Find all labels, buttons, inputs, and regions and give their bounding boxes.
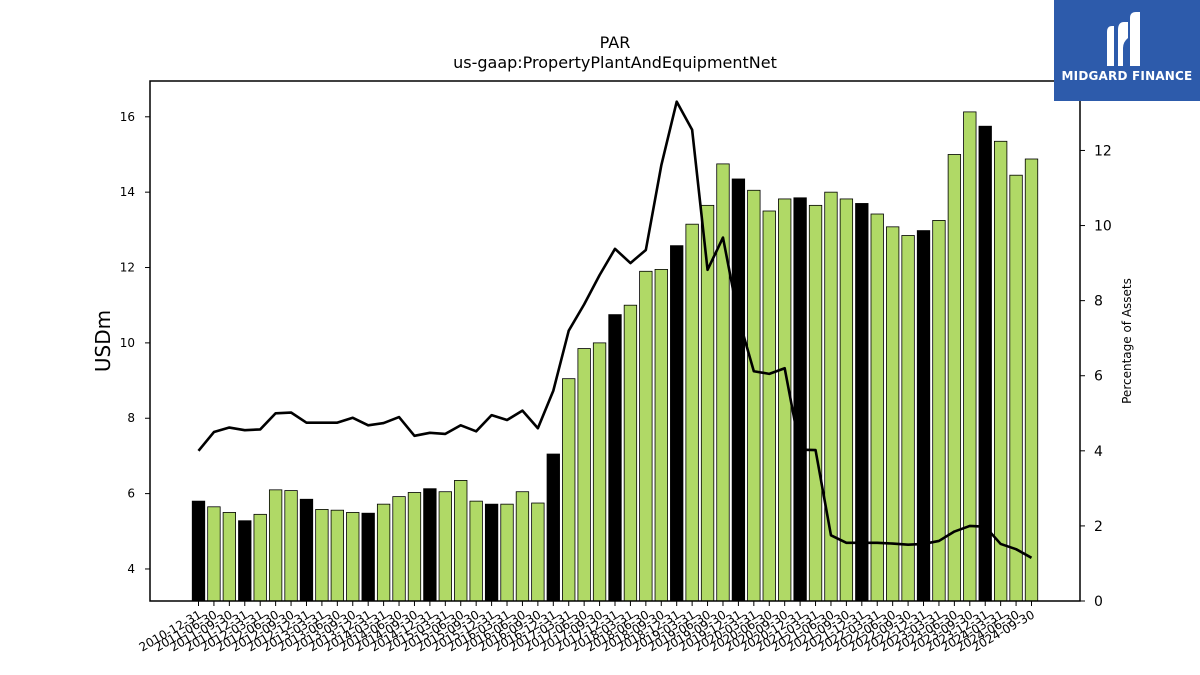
bar-2019-12-31 (731, 178, 746, 602)
bar-2011-06-30 (207, 506, 221, 602)
bar-group (191, 111, 1039, 602)
midgard-finance-logo: MIDGARD FINANCE (1054, 0, 1200, 101)
y2-tick-label-10: 10 (1094, 219, 1112, 235)
bar-2018-12-31 (670, 245, 684, 602)
bar-2019-03-31 (685, 223, 699, 602)
bar-2014-09-30 (407, 492, 422, 602)
line-group (197, 100, 1033, 559)
y2-tick-label-4: 4 (1094, 444, 1103, 460)
bar-2020-03-31 (747, 189, 761, 602)
bar-2024-06-30 (1009, 174, 1023, 602)
bar-2022-09-30 (901, 235, 915, 602)
bar-2017-12-31 (608, 314, 622, 602)
bar-2012-12-31 (299, 498, 314, 602)
bar-2018-06-30 (639, 270, 653, 602)
bar-2020-09-30 (778, 198, 792, 602)
bar-2017-03-31 (562, 378, 576, 602)
pct-assets-line (197, 100, 1033, 559)
bar-2015-09-30 (469, 500, 483, 602)
chart-subtitle: us-gaap:PropertyPlantAndEquipmentNet (453, 53, 777, 72)
bar-2013-09-30 (346, 512, 360, 602)
bar-2017-09-30 (592, 342, 607, 602)
bar-2020-12-31 (793, 197, 807, 602)
x-axis: 2010-12-312011-06-302011-09-302011-12-31… (137, 601, 1037, 654)
y2-tick-label-0: 0 (1094, 594, 1103, 610)
bar-2015-03-31 (438, 491, 452, 602)
y2-tick-label-12: 12 (1094, 143, 1112, 159)
y2-axis-label: Percentage of Assets (1120, 278, 1134, 404)
bar-2013-06-30 (330, 509, 344, 602)
bar-2016-03-31 (500, 503, 514, 602)
y-tick-label-10: 10 (120, 336, 135, 350)
bar-2015-12-31 (484, 503, 499, 602)
logo-text: MIDGARD FINANCE (1061, 69, 1193, 83)
bar-2018-03-31 (623, 304, 638, 602)
bar-2018-09-30 (654, 269, 668, 602)
y-tick-label-16: 16 (120, 110, 135, 124)
midgard-m-icon (1107, 12, 1140, 66)
bar-2012-09-30 (284, 490, 298, 602)
bar-2013-03-31 (315, 509, 329, 602)
bar-2021-12-31 (855, 203, 869, 602)
bar-2017-06-30 (577, 348, 591, 602)
bar-2014-12-31 (423, 488, 437, 602)
bar-2024-09-30 (1024, 158, 1039, 602)
y-tick-label-12: 12 (120, 261, 135, 275)
bar-2023-03-31 (932, 220, 946, 602)
bar-2021-06-30 (824, 191, 838, 602)
bar-2013-12-31 (361, 512, 375, 602)
y2-tick-label-2: 2 (1094, 519, 1103, 535)
y-tick-label-8: 8 (127, 411, 135, 425)
bar-2014-03-31 (376, 503, 391, 602)
bar-2021-03-31 (808, 204, 823, 602)
y2-tick-label-8: 8 (1094, 294, 1103, 310)
bar-2020-06-30 (762, 210, 776, 602)
y-tick-label-4: 4 (127, 562, 135, 576)
bar-2010-12-31 (191, 500, 206, 602)
bar-2016-12-31 (546, 453, 560, 602)
y-tick-label-6: 6 (127, 487, 135, 501)
bar-2011-09-30 (222, 512, 237, 602)
bar-2012-03-31 (253, 513, 267, 602)
bar-2012-06-30 (268, 489, 283, 602)
y2-axis: 0 2 4 6 8 10 12 (1080, 143, 1112, 610)
y2-tick-label-6: 6 (1094, 369, 1103, 385)
bar-2014-06-30 (392, 496, 406, 602)
y-tick-label-14: 14 (120, 185, 135, 199)
bar-2019-09-30 (716, 163, 730, 602)
bar-2011-12-31 (238, 520, 252, 602)
chart-title: PAR (600, 33, 631, 52)
bar-2016-09-30 (531, 502, 545, 602)
y-axis: 4 6 8 10 12 14 16 (120, 110, 150, 576)
bar-2024-03-31 (994, 140, 1008, 602)
bar-2016-06-30 (515, 491, 530, 602)
y-axis-label: USDm (91, 310, 115, 372)
bar-2015-06-30 (454, 480, 468, 602)
